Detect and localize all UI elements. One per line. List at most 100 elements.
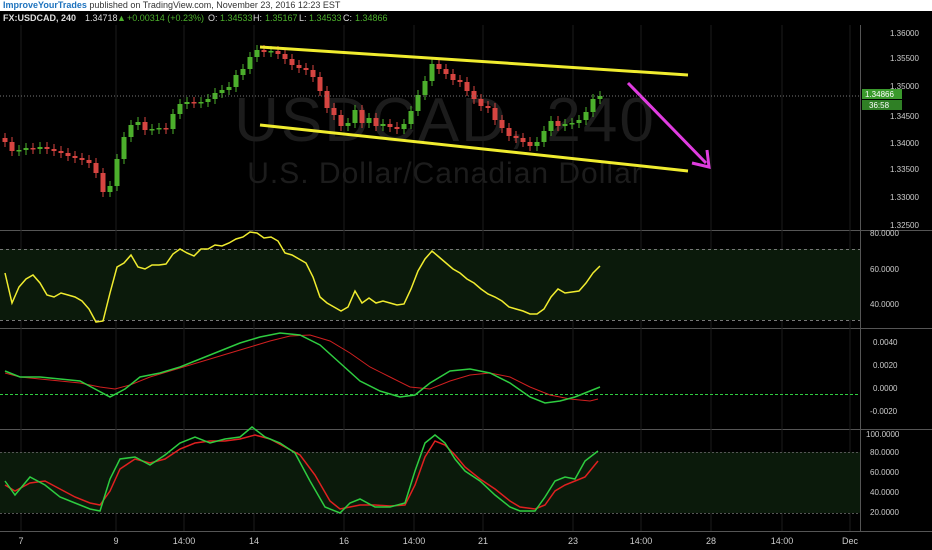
candle-body <box>205 99 211 102</box>
time-label: 14 <box>249 536 259 546</box>
candle-body <box>16 150 22 152</box>
down-arrow-icon[interactable] <box>626 81 711 169</box>
price-tick: 1.34000 <box>890 139 919 148</box>
close-value: 1.34866 <box>355 13 388 23</box>
candle-body <box>373 118 379 126</box>
candle-body <box>359 110 365 123</box>
rsi-line <box>4 231 601 323</box>
stoch-tick: 40.0000 <box>870 488 899 497</box>
candle-body <box>9 142 15 151</box>
publish-info: published on TradingView.com, November 2… <box>89 0 341 10</box>
candle-body <box>149 129 155 131</box>
up-triangle-icon: ▲ <box>117 13 126 23</box>
candle-body <box>562 124 568 126</box>
price-axis[interactable]: 1.36000 1.35500 1.35000 1.34500 1.34000 … <box>862 29 919 230</box>
candle-body <box>331 108 337 115</box>
candle-body <box>142 122 148 130</box>
author-link[interactable]: ImproveYourTrades <box>3 0 87 10</box>
current-price-label: 1.34866 <box>865 90 894 99</box>
candle-body <box>282 54 288 59</box>
candle-body <box>485 106 491 108</box>
candle-body <box>310 70 316 77</box>
time-label: 21 <box>478 536 488 546</box>
candle-body <box>478 99 484 106</box>
time-label: 23 <box>568 536 578 546</box>
candle-body <box>513 136 519 138</box>
price-tick: 1.33000 <box>890 193 919 202</box>
candle-body <box>597 96 603 99</box>
candle-body <box>86 160 92 163</box>
candle-body <box>79 158 85 160</box>
open-value: 1.34533 <box>220 13 253 23</box>
candle-body <box>219 90 225 93</box>
candle-body <box>303 68 309 70</box>
candle-body <box>135 122 141 125</box>
candle-body <box>100 173 106 192</box>
time-label: 14:00 <box>771 536 794 546</box>
low-label: L: <box>299 13 307 23</box>
macd-axis[interactable]: 0.0040 0.0020 0.0000 -0.0020 <box>870 338 898 416</box>
rsi-tick: 80.0000 <box>870 229 899 238</box>
candle-body <box>212 93 218 99</box>
stoch-band <box>0 452 860 513</box>
candle-body <box>499 120 505 128</box>
candle-body <box>156 128 162 130</box>
time-label: 14:00 <box>403 536 426 546</box>
macd-tick: 0.0000 <box>873 384 898 393</box>
candle-body <box>275 51 281 54</box>
candle-body <box>2 138 8 142</box>
high-value: 1.35167 <box>265 13 298 23</box>
candle-body <box>555 121 561 126</box>
candle-body <box>128 125 134 137</box>
high-label: H: <box>253 13 262 23</box>
countdown-tag <box>862 100 902 110</box>
chart-area[interactable]: USDCAD, 240 U.S. Dollar/Canadian Dollar … <box>0 11 932 550</box>
candle-body <box>520 138 526 142</box>
candle-body <box>58 151 64 153</box>
stoch-axis[interactable]: 100.0000 80.0000 60.0000 40.0000 20.0000 <box>866 430 900 517</box>
candle-body <box>590 99 596 112</box>
candle-body <box>422 81 428 95</box>
candle-body <box>261 50 267 52</box>
candle-body <box>436 64 442 69</box>
candle-body <box>394 127 400 129</box>
time-label: 9 <box>113 536 118 546</box>
candle-body <box>233 75 239 87</box>
candle-body <box>170 114 176 129</box>
candle-body <box>191 102 197 104</box>
time-label: 14:00 <box>630 536 653 546</box>
time-label: 7 <box>18 536 23 546</box>
candle-body <box>177 104 183 114</box>
stoch-tick: 20.0000 <box>870 508 899 517</box>
candle-body <box>429 64 435 81</box>
candle-body <box>114 159 120 186</box>
candle-body <box>443 69 449 74</box>
candle-body <box>198 102 204 104</box>
candle-body <box>401 124 407 129</box>
candle-body <box>345 123 351 126</box>
stoch-tick: 60.0000 <box>870 468 899 477</box>
countdown-label: 36:58 <box>869 101 890 110</box>
time-axis[interactable]: 7 9 14:00 14 16 14:00 21 23 14:00 28 14:… <box>18 536 858 546</box>
time-label: Dec <box>842 536 859 546</box>
price-tick: 1.34500 <box>890 112 919 121</box>
candle-body <box>268 51 274 53</box>
candle-body <box>527 142 533 146</box>
chart-canvas[interactable]: USDCAD, 240 U.S. Dollar/Canadian Dollar … <box>0 11 932 550</box>
channel-upper-line[interactable] <box>259 45 689 77</box>
symbol-label: FX:USDCAD, 240 <box>3 13 76 23</box>
candle-body <box>548 121 554 131</box>
channel-lower-line[interactable] <box>259 123 689 173</box>
watermark-name: U.S. Dollar/Canadian Dollar <box>247 157 643 190</box>
rsi-axis[interactable]: 80.0000 60.0000 40.0000 <box>870 229 899 309</box>
candle-body <box>576 120 582 123</box>
price-tick: 1.35000 <box>890 82 919 91</box>
publish-bar: ImproveYourTrades published on TradingVi… <box>0 0 932 11</box>
open-label: O: <box>208 13 218 23</box>
macd-panel[interactable] <box>0 329 860 429</box>
candle-body <box>492 108 498 120</box>
stoch-tick: 100.0000 <box>866 430 900 439</box>
rsi-band <box>0 249 860 320</box>
candle-body <box>380 124 386 126</box>
candle-body <box>51 149 57 151</box>
